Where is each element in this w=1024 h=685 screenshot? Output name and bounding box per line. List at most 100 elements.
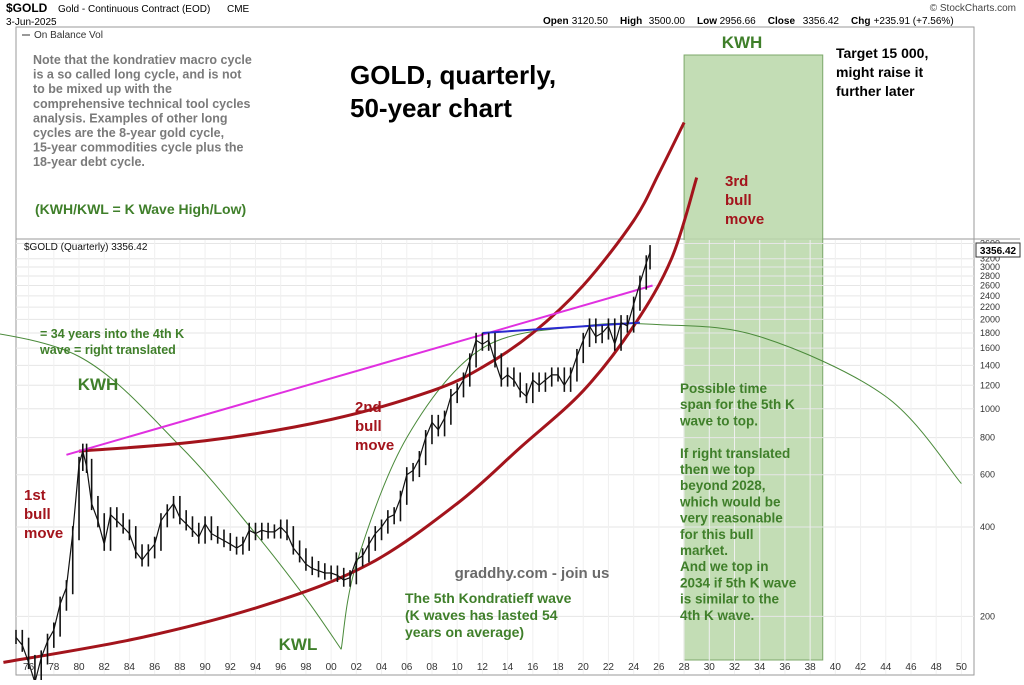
price-series xyxy=(15,245,651,685)
x-tick-label-30: 36 xyxy=(779,662,791,673)
kwh-time-zone xyxy=(683,54,824,661)
note-line-1: is a so called long cycle, and is not xyxy=(33,68,242,82)
x-tick-label-18: 12 xyxy=(477,662,489,673)
ohlc-value-0: 3120.50 xyxy=(572,16,609,27)
bull3-line-0: 3rd xyxy=(725,173,748,190)
timespan-line-4: If right translated xyxy=(680,446,790,461)
x-tick-label-10: 96 xyxy=(275,662,287,673)
kwave-cycle-left xyxy=(0,333,342,650)
x-tick-label-13: 02 xyxy=(351,662,363,673)
bull2-line-0: 2nd xyxy=(355,399,382,416)
x-axis: 76 78 80 82 84 86 88 90 92 94 96 98 00 02 04 06 08 10 12 14… xyxy=(23,662,967,673)
y-tick-label-8: 1800 xyxy=(980,328,1000,338)
y-tick-label-15: 3200 xyxy=(980,254,1000,264)
note-line-0: Note that the kondratiev macro cycle xyxy=(33,53,252,67)
ohlc-label-1: High xyxy=(620,16,642,27)
ohlc-value-4: +235.91 (+7.56%) xyxy=(874,16,954,27)
x-tick-label-28: 32 xyxy=(729,662,741,673)
chart-title: GOLD, quarterly,50-year chart xyxy=(350,60,556,123)
bull3-line-2: move xyxy=(725,211,764,228)
y-tick-label-6: 1400 xyxy=(980,360,1000,370)
timespan-line-11: And we top in xyxy=(680,559,769,574)
kondratieff-line-1: (K waves has lasted 54 xyxy=(405,607,558,623)
upper-red-curve xyxy=(78,121,686,453)
timespan-line-8: very reasonable xyxy=(680,511,783,526)
y-tick-label-10: 2200 xyxy=(980,302,1000,312)
magenta-trendline xyxy=(66,284,653,456)
bull1-note: 1st bull move xyxy=(24,487,63,542)
kwh-left-label: KWH xyxy=(78,375,119,394)
bull2-note: 2nd bull move xyxy=(355,399,394,454)
kwh-top-label: KWH xyxy=(722,33,763,52)
y-tick-label-11: 2400 xyxy=(980,291,1000,301)
x-tick-label-12: 00 xyxy=(326,662,338,673)
ohlc-label-0: Open xyxy=(543,16,569,27)
y-tick-label-3: 800 xyxy=(980,433,995,443)
blue-trendline xyxy=(482,321,641,334)
wave4-line-0: = 34 years into the 4th K xyxy=(40,327,184,341)
y-tick-label-13: 2800 xyxy=(980,271,1000,281)
bull2-line-2: move xyxy=(355,437,394,454)
ohlc-row: Open 3120.50 High 3500.00 Low 2956.66 Close 335… xyxy=(543,16,954,27)
y-tick-label-1: 400 xyxy=(980,522,995,532)
x-tick-label-17: 10 xyxy=(452,662,464,673)
x-tick-label-29: 34 xyxy=(754,662,766,673)
x-tick-label-16: 08 xyxy=(426,662,438,673)
y-tick-label-12: 2600 xyxy=(980,281,1000,291)
x-tick-label-20: 16 xyxy=(527,662,539,673)
lower-red-curve xyxy=(3,177,699,664)
bull2-line-1: bull xyxy=(355,418,382,435)
timespan-line-10: market. xyxy=(680,543,728,558)
bull1-line-1: bull xyxy=(24,506,51,523)
x-tick-label-37: 50 xyxy=(956,662,968,673)
kondratieff-note: The 5th Kondratieff wave(K waves has las… xyxy=(405,590,572,640)
exchange: CME xyxy=(227,4,250,15)
target-line-0: Target 15 000, xyxy=(836,45,928,61)
x-tick-label-25: 26 xyxy=(653,662,665,673)
x-tick-label-23: 22 xyxy=(603,662,615,673)
note-line-3: comprehensive technical tool cycles xyxy=(33,97,250,111)
kondratieff-line-2: years on average) xyxy=(405,624,524,640)
date: 3-Jun-2025 xyxy=(6,17,57,28)
x-tick-label-33: 42 xyxy=(855,662,867,673)
bull1-line-0: 1st xyxy=(24,487,46,504)
wave4-note: = 34 years into the 4th K wave = right tr… xyxy=(39,327,184,357)
y-axis: 200 400 600 800 1000 1200 1400 1600 1800 2000 2200… xyxy=(980,239,1000,622)
site-label: graddhy.com - join us xyxy=(455,565,610,582)
bull1-line-2: move xyxy=(24,525,63,542)
x-tick-label-7: 90 xyxy=(200,662,212,673)
x-tick-label-9: 94 xyxy=(250,662,262,673)
symbol: $GOLD xyxy=(6,1,48,15)
note-line-6: 15-year commodities cycle plus the xyxy=(33,141,244,155)
y-tick-label-14: 3000 xyxy=(980,262,1000,272)
timespan-line-14: 4th K wave. xyxy=(680,608,754,623)
y-tick-label-5: 1200 xyxy=(980,380,1000,390)
x-tick-label-5: 86 xyxy=(149,662,161,673)
ohlc-value-2: 2956.66 xyxy=(720,16,757,27)
timespan-line-12: 2034 if 5th K wave xyxy=(680,575,797,590)
timespan-line-7: which would be xyxy=(679,494,781,509)
x-tick-label-35: 46 xyxy=(905,662,917,673)
note-line-7: 18-year debt cycle. xyxy=(33,155,145,169)
x-tick-label-1: 78 xyxy=(48,662,60,673)
x-tick-label-3: 82 xyxy=(99,662,111,673)
timespan-line-1: span for the 5th K xyxy=(680,397,795,412)
kwl-label: KWL xyxy=(279,635,318,654)
bull3-line-1: bull xyxy=(725,192,752,209)
legend-note: (KWH/KWL = K Wave High/Low) xyxy=(35,201,246,217)
note-line-2: to be mixed up with the xyxy=(33,82,172,96)
x-tick-label-8: 92 xyxy=(225,662,237,673)
timespan-line-6: beyond 2028, xyxy=(680,478,766,493)
contract: Gold - Continuous Contract (EOD) xyxy=(58,4,210,15)
y-tick-label-9: 2000 xyxy=(980,314,1000,324)
x-tick-label-21: 18 xyxy=(552,662,564,673)
timespan-line-0: Possible time xyxy=(680,381,768,396)
x-tick-label-0: 76 xyxy=(23,662,35,673)
x-tick-label-11: 98 xyxy=(300,662,312,673)
x-tick-label-15: 06 xyxy=(401,662,413,673)
y-tick-label-0: 200 xyxy=(980,611,995,621)
timespan-line-5: then we top xyxy=(680,462,755,477)
